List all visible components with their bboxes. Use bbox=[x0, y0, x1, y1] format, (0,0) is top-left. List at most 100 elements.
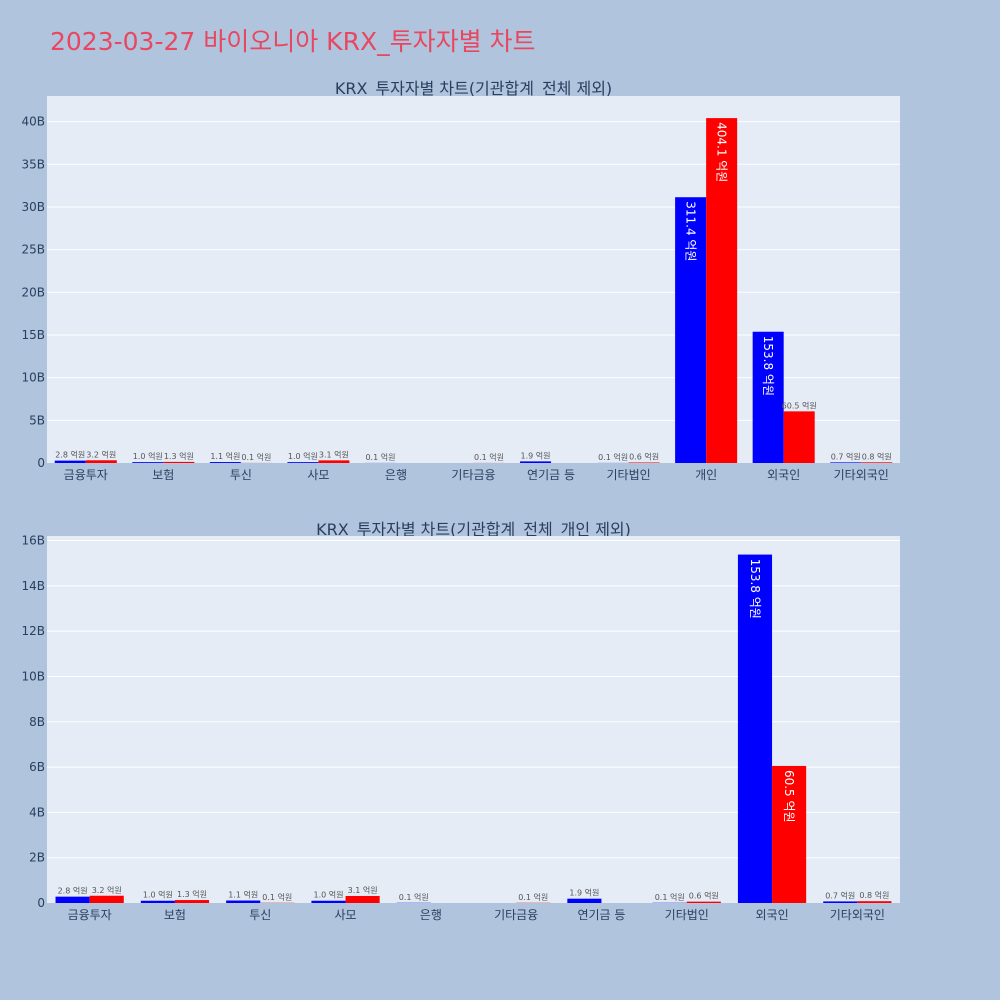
y-tick-label: 8B bbox=[29, 715, 45, 729]
data-label: 3.2 억원 bbox=[86, 449, 116, 459]
y-tick-label: 10B bbox=[21, 371, 45, 385]
x-tick-label: 보험 bbox=[164, 908, 186, 922]
bar-sell bbox=[85, 460, 117, 463]
bar-sell bbox=[706, 118, 738, 463]
y-tick-label: 14B bbox=[21, 579, 45, 593]
y-tick-label: 30B bbox=[21, 200, 45, 214]
y-tick-label: 12B bbox=[21, 624, 45, 638]
data-label: 0.1 억원 bbox=[655, 892, 685, 902]
bar-sell bbox=[318, 460, 350, 463]
y-tick-label: 15B bbox=[21, 328, 45, 342]
x-tick-label: 기타법인 bbox=[665, 908, 709, 922]
bar-sell bbox=[628, 462, 660, 463]
bar-buy bbox=[54, 460, 86, 463]
data-label: 1.9 억원 bbox=[569, 888, 599, 898]
x-tick-label: 투신 bbox=[249, 908, 271, 922]
bar-sell bbox=[89, 895, 124, 903]
chart-all-investors: KRX_투자자별 차트(기관합계_전체 제외) 0 5B 10B 15B 20B 25B 30… bbox=[21, 79, 900, 482]
data-label: 0.1 억원 bbox=[518, 892, 548, 902]
bar-buy bbox=[737, 554, 773, 903]
bar-buy bbox=[823, 901, 858, 903]
data-label: 3.2 억원 bbox=[92, 885, 122, 895]
bar-sell bbox=[174, 900, 210, 903]
y-tick-label: 0 bbox=[37, 896, 45, 910]
data-label: 1.9 억원 bbox=[521, 450, 551, 460]
x-tick-label: 외국인 bbox=[755, 908, 788, 922]
y-tick-label: 40B bbox=[21, 115, 45, 129]
page-title: 2023-03-27 바이오니아 KRX_투자자별 차트 bbox=[50, 27, 536, 56]
data-label: 0.1 억원 bbox=[598, 452, 628, 462]
data-label: 0.7 억원 bbox=[825, 890, 855, 900]
x-tick-label: 투신 bbox=[230, 468, 252, 482]
bar-sell bbox=[861, 462, 893, 463]
data-label: 3.1 억원 bbox=[319, 449, 349, 459]
x-tick-label: 금융투자 bbox=[68, 908, 112, 922]
bar-sell bbox=[783, 411, 815, 463]
data-label: 1.1 억원 bbox=[210, 451, 240, 461]
bar-buy bbox=[752, 331, 784, 463]
x-tick-label: 기타외국인 bbox=[830, 908, 885, 922]
x-tick-label: 금융투자 bbox=[64, 468, 108, 482]
data-label: 0.7 억원 bbox=[831, 451, 861, 461]
y-tick-label: 4B bbox=[29, 805, 45, 819]
data-label: 0.6 억원 bbox=[629, 451, 659, 461]
chart-title: KRX_투자자별 차트(기관합계_전체 제외) bbox=[335, 79, 612, 99]
bar-buy bbox=[520, 461, 552, 463]
bar-buy bbox=[226, 900, 261, 903]
data-label: 0.8 억원 bbox=[859, 890, 889, 900]
data-label: 0.1 억원 bbox=[399, 892, 429, 902]
data-label: 311.4 억원 bbox=[684, 201, 698, 261]
x-tick-label: 은행 bbox=[385, 467, 407, 482]
data-label: 0.6 억원 bbox=[689, 891, 719, 901]
y-tick-label: 0 bbox=[37, 456, 45, 470]
y-tick-label: 10B bbox=[21, 669, 45, 683]
bar-sell bbox=[857, 901, 892, 903]
y-tick-label: 6B bbox=[29, 760, 45, 774]
data-label: 1.0 억원 bbox=[313, 890, 343, 900]
bar-sell bbox=[163, 461, 195, 463]
bar-buy bbox=[55, 896, 90, 903]
data-label: 1.3 억원 bbox=[177, 889, 207, 899]
y-tick-label: 25B bbox=[21, 243, 45, 257]
x-tick-label: 보험 bbox=[152, 468, 174, 482]
bar-buy bbox=[675, 197, 707, 463]
data-label: 60.5 억원 bbox=[782, 770, 796, 823]
x-tick-label: 기타금융 bbox=[494, 908, 538, 922]
x-tick-label: 개인 bbox=[695, 468, 717, 482]
bar-buy bbox=[209, 462, 241, 463]
x-tick-label: 기타금융 bbox=[451, 468, 495, 482]
y-tick-label: 16B bbox=[21, 534, 45, 548]
x-tick-label: 사모 bbox=[307, 468, 329, 482]
y-tick-label: 5B bbox=[29, 413, 45, 427]
bar-buy bbox=[311, 900, 346, 903]
x-tick-label: 외국인 bbox=[767, 468, 800, 482]
x-tick-label: 은행 bbox=[420, 907, 442, 922]
data-label: 153.8 억원 bbox=[761, 336, 775, 396]
bar-sell bbox=[772, 765, 807, 903]
bar-buy bbox=[567, 898, 602, 903]
data-label: 1.3 억원 bbox=[164, 451, 194, 461]
data-label: 404.1 억원 bbox=[715, 122, 729, 182]
data-label: 2.8 억원 bbox=[55, 450, 85, 460]
data-label: 0.1 억원 bbox=[365, 452, 395, 462]
bar-buy bbox=[287, 462, 319, 463]
data-label: 1.1 억원 bbox=[228, 890, 258, 900]
chart-title: KRX_투자자별 차트(기관합계_전체_개인 제외) bbox=[316, 520, 631, 540]
data-label: 0.1 억원 bbox=[262, 892, 292, 902]
x-tick-label: 기타외국인 bbox=[834, 468, 889, 482]
data-label: 0.8 억원 bbox=[862, 451, 892, 461]
data-label: 3.1 억원 bbox=[348, 885, 378, 895]
data-label: 1.0 억원 bbox=[133, 451, 163, 461]
bar-buy bbox=[140, 900, 175, 903]
y-tick-label: 35B bbox=[21, 157, 45, 171]
data-label: 2.8 억원 bbox=[58, 886, 88, 896]
data-label: 1.0 억원 bbox=[143, 890, 173, 900]
bar-sell bbox=[686, 901, 721, 903]
x-tick-label: 사모 bbox=[335, 908, 357, 922]
data-label: 1.0 억원 bbox=[288, 451, 318, 461]
bar-buy bbox=[132, 462, 164, 463]
y-tick-label: 20B bbox=[21, 285, 45, 299]
x-tick-label: 기타법인 bbox=[607, 468, 651, 482]
y-tick-label: 2B bbox=[29, 851, 45, 865]
data-label: 153.8 억원 bbox=[748, 559, 762, 619]
